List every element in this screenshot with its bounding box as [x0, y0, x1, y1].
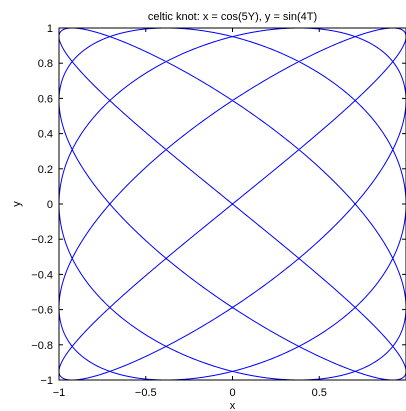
axes: −1 −0.5 0 0.5 −1 −0.8 −0.6 −0.4 −0.2 0 0.2 0.4 0.6 0.… — [31, 23, 406, 399]
y-tick-label: −0.6 — [31, 305, 53, 317]
y-tick-label: −0.8 — [31, 340, 53, 352]
x-tick-label: −1 — [53, 387, 66, 399]
y-tick-label: 0.4 — [38, 129, 53, 141]
y-tick-label: 0 — [47, 199, 53, 211]
series-line-1 — [59, 28, 406, 380]
y-tick-label: −0.4 — [31, 269, 53, 281]
y-tick-label: 1 — [47, 23, 53, 35]
y-tick-label: −1 — [40, 375, 53, 387]
y-tick-label: 0.6 — [38, 93, 53, 105]
y-tick-label: −0.2 — [31, 234, 53, 246]
x-axis-label: x — [230, 400, 236, 411]
y-tick-label: 0.2 — [38, 164, 53, 176]
x-tick-label: −0.5 — [135, 387, 157, 399]
chart-title: celtic knot: x = cos(5Y), y = sin(4T) — [148, 11, 317, 23]
y-tick-label: 0.8 — [38, 58, 53, 70]
x-tick-label: 0.5 — [312, 387, 327, 399]
y-axis-label: y — [11, 201, 23, 207]
x-tick-label: 0 — [229, 387, 235, 399]
series-layer — [59, 28, 406, 380]
